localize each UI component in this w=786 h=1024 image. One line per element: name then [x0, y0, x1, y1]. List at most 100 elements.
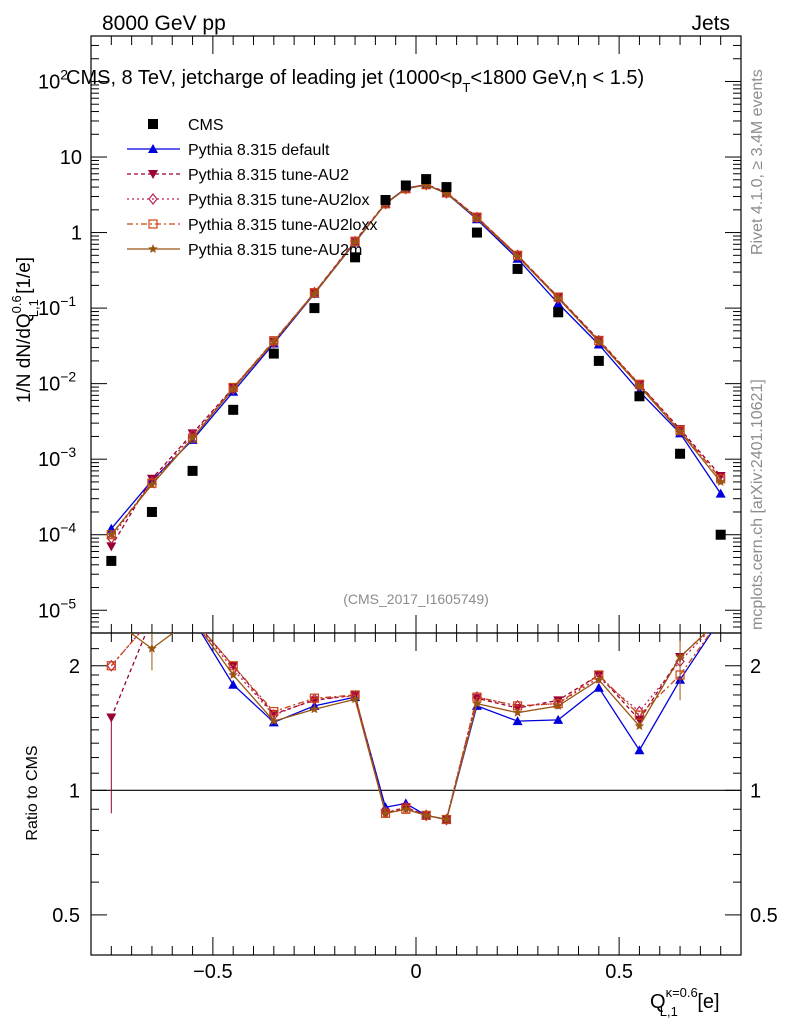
- y-axis-label-ratio: Ratio to CMS: [24, 745, 41, 840]
- ratio-point-au2: [188, 615, 198, 624]
- ratio-point-au2loxx: [106, 661, 116, 671]
- point-au2m: [187, 433, 198, 443]
- ratio-point-au2: [228, 661, 239, 671]
- point-au2m: [675, 426, 685, 436]
- point-cms: [471, 227, 482, 238]
- y-tick-label-ratio-right: 1: [750, 780, 761, 802]
- ratio-point-au2m: [421, 810, 431, 820]
- ratio-point-au2lox: [189, 614, 197, 624]
- ratio-point-au2loxx: [717, 615, 725, 623]
- series-line-au2m: [110, 184, 722, 536]
- analysis-id: (CMS_2017_I1605749): [343, 591, 489, 607]
- ratio-point-au2m: [441, 814, 452, 824]
- legend-marker-au2m: [148, 244, 158, 253]
- y-axis-label-top: 1/N dN/dQ0.6 L,1 [1/e]: [9, 257, 41, 403]
- header-right: Jets: [691, 12, 730, 35]
- point-au2loxx: [634, 379, 645, 389]
- ratio-point-au2m: [350, 694, 360, 704]
- ratio-point-au2loxx: [228, 661, 238, 671]
- point-cms: [187, 465, 198, 476]
- legend-marker-au2: [148, 170, 158, 179]
- legend-label-default: Pythia 8.315 default: [188, 142, 330, 159]
- series-line-au2lox: [110, 183, 722, 539]
- ratio-point-au2loxx: [309, 693, 320, 703]
- ratio-point-default: [512, 716, 523, 726]
- legend-label-au2loxx: Pythia 8.315 tune-AU2loxx: [188, 217, 377, 234]
- ratio-line-default: [200, 633, 712, 821]
- header-left: 8000 GeV pp: [102, 12, 226, 35]
- ratio-point-au2m: [512, 707, 523, 717]
- series-line-au2: [110, 183, 722, 547]
- x-axis-label: Qκ=0.6 L,1 [e]: [650, 985, 720, 1019]
- ratio-point-au2: [716, 615, 726, 624]
- ratio-point-au2m: [309, 704, 320, 714]
- ratio-point-default: [553, 714, 564, 724]
- point-au2m: [472, 213, 482, 223]
- ratio-point-au2loxx: [148, 615, 156, 623]
- y-tick-label-top: 10−2: [38, 369, 76, 396]
- ratio-point-au2m: [634, 721, 645, 731]
- point-cms: [309, 303, 320, 314]
- point-default: [715, 488, 726, 498]
- y-tick-label-top: 10−4: [38, 520, 76, 547]
- point-cms: [400, 180, 411, 191]
- point-cms: [553, 307, 564, 318]
- ratio-point-au2: [553, 696, 564, 706]
- point-au2m: [512, 251, 523, 261]
- plot-title: CMS, 8 TeV, jetcharge of leading jet (10…: [66, 67, 644, 95]
- point-cms: [268, 348, 279, 359]
- ratio-point-au2m: [107, 614, 117, 623]
- ratio-point-default: [106, 614, 116, 623]
- point-au2m: [634, 381, 645, 391]
- point-au2m: [106, 529, 117, 539]
- legend-label-cms: CMS: [188, 117, 224, 134]
- ratio-point-default: [147, 614, 157, 623]
- point-au2m: [421, 179, 431, 189]
- y-tick-label-top: 102: [38, 66, 68, 93]
- ratio-point-au2m: [472, 698, 482, 708]
- point-cms: [350, 252, 361, 263]
- point-cms: [380, 194, 391, 205]
- point-au2m: [309, 288, 320, 298]
- ratio-point-au2loxx: [189, 615, 197, 623]
- x-tick-label: 0.5: [605, 961, 633, 983]
- legend-marker-au2loxx: [148, 219, 158, 229]
- y-tick-label-ratio: 2: [69, 656, 80, 678]
- ratio-point-au2lox: [717, 614, 725, 624]
- ratio-point-au2m: [594, 674, 604, 684]
- y-tick-label-ratio: 0.5: [52, 905, 80, 927]
- ratio-point-au2lox: [594, 671, 604, 684]
- point-au2m: [269, 336, 279, 346]
- point-au2lox: [106, 532, 117, 545]
- point-cms: [593, 355, 604, 366]
- ratio-point-au2lox: [441, 813, 452, 826]
- point-au2: [106, 542, 117, 552]
- point-au2m: [147, 479, 157, 489]
- ratio-line-au2lox: [110, 633, 708, 821]
- point-cms: [512, 263, 523, 274]
- data-series: [106, 174, 726, 826]
- rivet-version-label: Rivet 4.1.0, ≥ 3.4M events: [749, 69, 766, 255]
- point-au2m: [715, 476, 726, 486]
- ratio-point-au2m: [401, 804, 411, 814]
- ratio-point-au2m: [269, 716, 279, 726]
- ratio-point-au2: [147, 615, 157, 624]
- point-cms: [441, 182, 452, 193]
- point-cms: [421, 174, 432, 185]
- y-tick-label-top: 10−5: [38, 595, 76, 622]
- ratio-point-au2loxx: [269, 706, 279, 717]
- ratio-point-au2lox: [553, 697, 563, 710]
- series-line-au2loxx: [110, 184, 722, 536]
- point-au2: [715, 471, 726, 481]
- point-cms: [106, 555, 117, 566]
- y-tick-label-top: 10: [60, 147, 82, 169]
- point-cms: [634, 391, 645, 402]
- ratio-plot-frame: [90, 632, 742, 956]
- ratio-point-default: [188, 614, 198, 623]
- y-tick-label-ratio-right: 0.5: [750, 905, 778, 927]
- point-cms: [715, 529, 726, 540]
- point-au2m: [594, 336, 604, 346]
- y-tick-label-ratio-right: 2: [750, 656, 761, 678]
- legend-label-au2m: Pythia 8.315 tune-AU2m: [188, 242, 362, 259]
